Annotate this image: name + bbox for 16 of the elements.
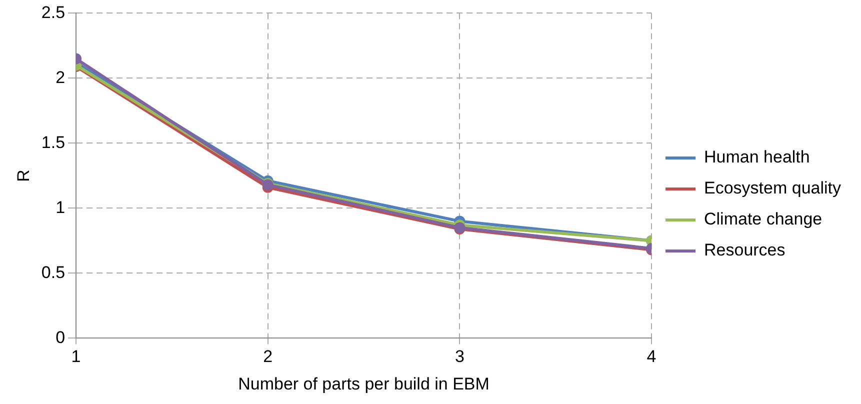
x-tick-label: 3 xyxy=(454,347,464,366)
legend-label: Climate change xyxy=(704,210,822,229)
legend-label: Human health xyxy=(704,148,810,167)
legend-label: Ecosystem quality xyxy=(704,178,842,198)
y-tick-label: 2.5 xyxy=(41,2,66,22)
y-tick-label: 1.5 xyxy=(41,132,66,152)
x-axis-title: Number of parts per build in EBM xyxy=(238,374,490,394)
y-tick-label: 0.5 xyxy=(41,262,66,282)
legend-label: Resources xyxy=(704,240,786,260)
y-tick-label: 2 xyxy=(56,68,66,87)
x-tick-label: 1 xyxy=(71,347,81,366)
x-tick-label: 2 xyxy=(263,347,273,366)
y-tick-label: 1 xyxy=(56,198,66,217)
y-axis-title: R xyxy=(14,170,33,182)
y-tick-label: 0 xyxy=(56,328,66,347)
x-tick-label: 4 xyxy=(646,347,656,366)
